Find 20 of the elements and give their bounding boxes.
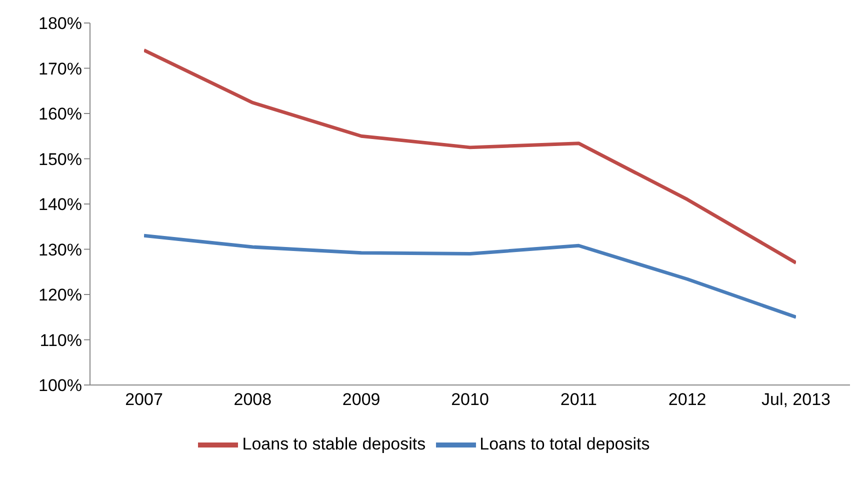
x-tick-label: 2011 <box>560 390 597 410</box>
legend-label: Loans to total deposits <box>480 434 650 454</box>
y-tick-label: 170% <box>38 59 82 78</box>
line-series <box>144 234 796 319</box>
legend-label: Loans to stable deposits <box>242 434 426 454</box>
y-tick-label: 160% <box>38 104 82 124</box>
x-tick-label: 2012 <box>668 390 706 410</box>
x-tick-label: 2007 <box>125 390 163 410</box>
y-tick-label: 130% <box>38 240 82 260</box>
x-tick-label: Jul, 2013 <box>762 390 830 410</box>
line-series <box>144 48 796 265</box>
y-tick-label: 120% <box>38 286 82 305</box>
x-tick-label: 2010 <box>451 390 489 410</box>
y-tick-label: 110% <box>40 330 82 350</box>
x-tick-label: 2009 <box>342 390 380 410</box>
y-tick-label: 140% <box>38 195 82 214</box>
x-tick-label: 2008 <box>234 390 272 410</box>
y-tick-label: 150% <box>38 150 82 169</box>
y-tick-label: 100% <box>38 376 82 396</box>
y-tick-label: 180% <box>38 14 82 34</box>
